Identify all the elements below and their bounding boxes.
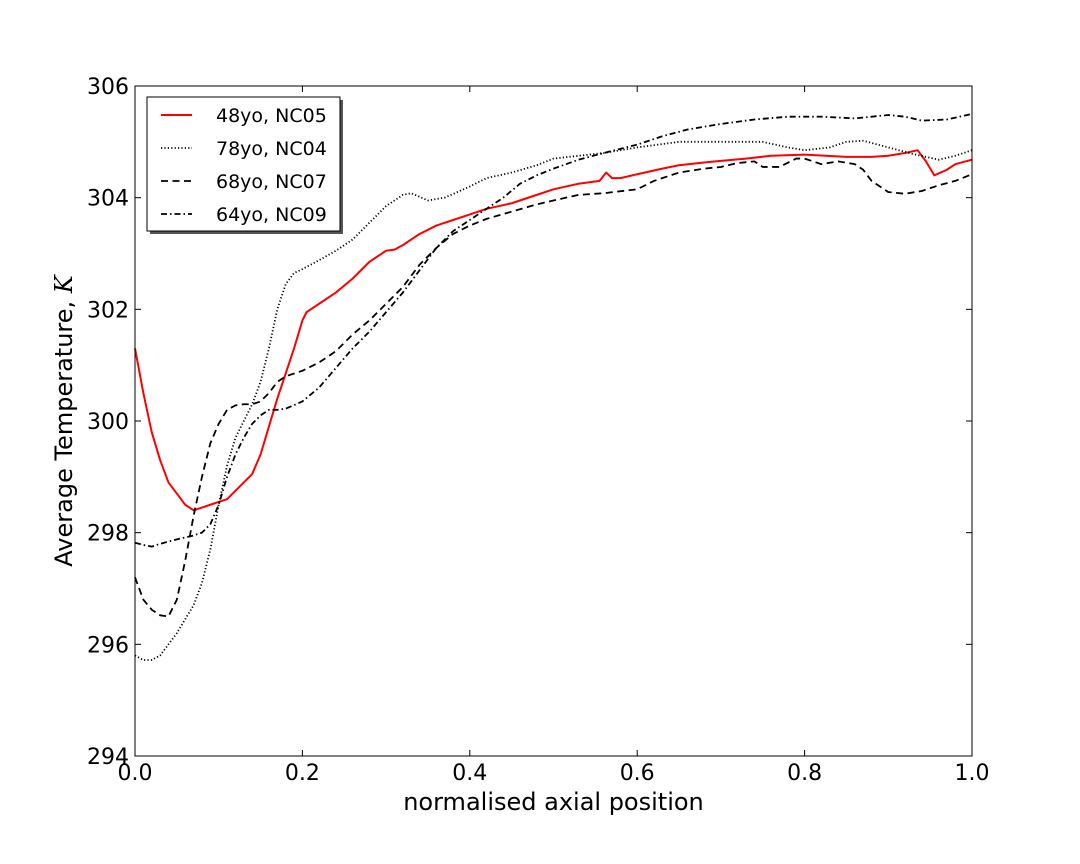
series-line-4 bbox=[134, 113, 973, 548]
y-tick-label: 302 bbox=[87, 298, 129, 323]
legend: 48yo, NC05 78yo, NC04 68yo, NC07 64yo, NC09 bbox=[146, 96, 343, 234]
y-axis-title-unit: K bbox=[50, 273, 78, 294]
tick-labels-layer: 0.0 0.2 0.4 0.6 0.8 1.0 294 296 298 300 302 304 306 bbox=[87, 75, 990, 786]
x-tick-label: 0.8 bbox=[787, 761, 822, 786]
ticks-layer bbox=[134, 85, 973, 757]
legend-box bbox=[146, 96, 341, 232]
legend-label-1: 48yo, NC05 bbox=[216, 105, 327, 127]
series-line-2 bbox=[134, 139, 973, 661]
y-axis-title-prefix: Average Temperature, bbox=[50, 293, 78, 566]
y-tick-label: 296 bbox=[87, 633, 129, 658]
x-tick-label: 0.0 bbox=[118, 761, 153, 786]
series-layer bbox=[134, 113, 973, 661]
y-tick-label: 298 bbox=[87, 522, 129, 547]
x-tick-label: 1.0 bbox=[955, 761, 990, 786]
x-tick-label: 0.4 bbox=[452, 761, 487, 786]
legend-entries: 48yo, NC05 78yo, NC04 68yo, NC07 64yo, NC09 bbox=[161, 105, 327, 226]
series-line-3 bbox=[134, 157, 973, 618]
x-tick-label: 0.2 bbox=[285, 761, 320, 786]
legend-label-4: 64yo, NC09 bbox=[216, 204, 327, 226]
y-tick-label: 294 bbox=[87, 745, 129, 770]
y-tick-label: 300 bbox=[87, 410, 129, 435]
y-tick-label: 304 bbox=[87, 187, 129, 212]
y-axis-title: Average Temperature, K bbox=[50, 273, 78, 566]
x-axis-title: normalised axial position bbox=[403, 788, 704, 816]
y-tick-label: 306 bbox=[87, 75, 129, 100]
legend-label-3: 68yo, NC07 bbox=[216, 171, 327, 193]
legend-label-2: 78yo, NC04 bbox=[216, 138, 327, 160]
x-tick-label: 0.6 bbox=[620, 761, 655, 786]
